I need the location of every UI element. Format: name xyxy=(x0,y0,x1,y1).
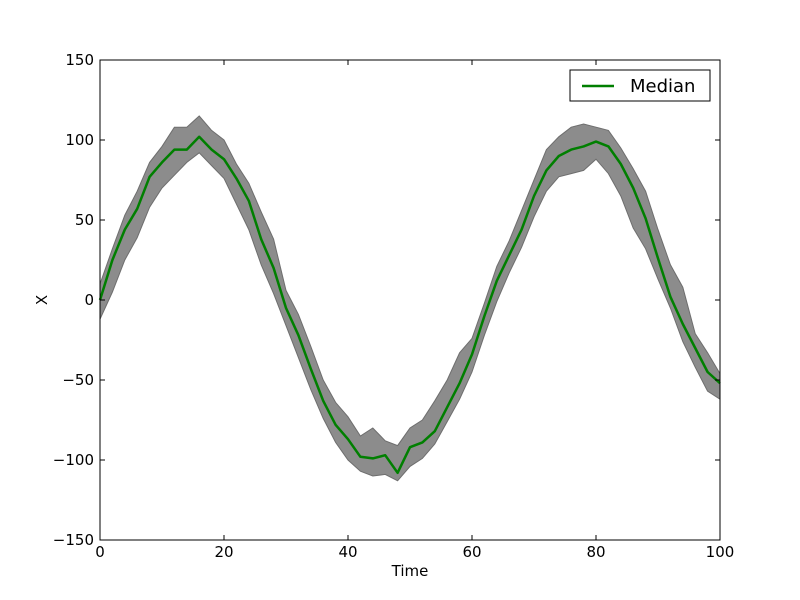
x-tick-label: 0 xyxy=(95,543,105,561)
median-line xyxy=(98,135,721,475)
y-tick-label: −50 xyxy=(62,371,94,389)
y-tick-label: 0 xyxy=(84,291,94,309)
y-axis-label: X xyxy=(33,295,51,305)
line-layer xyxy=(98,135,721,475)
x-tick-label: 60 xyxy=(462,543,481,561)
y-tick-label: −150 xyxy=(53,531,94,549)
y-tick-label: 50 xyxy=(75,211,94,229)
x-tick-label: 80 xyxy=(586,543,605,561)
tick-layer: 0 20 40 60 80 100 −150 −100 −50 0 50 100 150 xyxy=(53,51,735,561)
x-tick-label: 40 xyxy=(338,543,357,561)
legend-label-median: Median xyxy=(630,76,695,97)
band-area xyxy=(99,115,721,482)
x-tick-label: 20 xyxy=(214,543,233,561)
x-axis-label: Time xyxy=(391,562,429,580)
y-tick-label: 100 xyxy=(65,131,94,149)
legend: Median xyxy=(569,69,711,102)
y-tick-label: −100 xyxy=(53,451,94,469)
band-layer xyxy=(99,115,721,482)
y-tick-label: 150 xyxy=(65,51,94,69)
x-tick-label: 100 xyxy=(706,543,735,561)
